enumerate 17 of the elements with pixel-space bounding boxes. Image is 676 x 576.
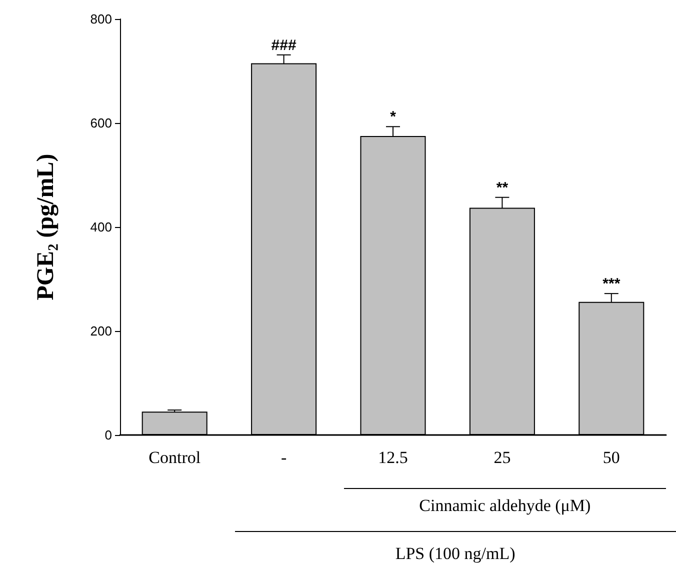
x-tick-label: 12.5 bbox=[378, 448, 408, 467]
x-tick-label: 25 bbox=[494, 448, 511, 467]
y-tick-label: 600 bbox=[90, 116, 112, 130]
text: Cinnamic aldehyde (μM) bbox=[418, 496, 592, 516]
annotation: ** bbox=[496, 179, 508, 196]
annotation: *** bbox=[602, 276, 620, 293]
y-tick-label: 400 bbox=[90, 220, 112, 234]
annotation: ### bbox=[271, 36, 297, 54]
y-tick-label: 800 bbox=[90, 12, 112, 26]
x-tick-label: 50 bbox=[602, 448, 620, 467]
y-axis-title: PGE₂ (pg/mL) bbox=[33, 154, 59, 300]
x-tick-label: Control bbox=[148, 448, 201, 467]
x-tick-label: - bbox=[280, 448, 287, 467]
text: LPS (100 ng/mL) bbox=[394, 544, 516, 564]
y-tick-label: 200 bbox=[90, 324, 112, 338]
annotation: * bbox=[390, 108, 396, 126]
y-tick-label: 0 bbox=[104, 428, 112, 442]
